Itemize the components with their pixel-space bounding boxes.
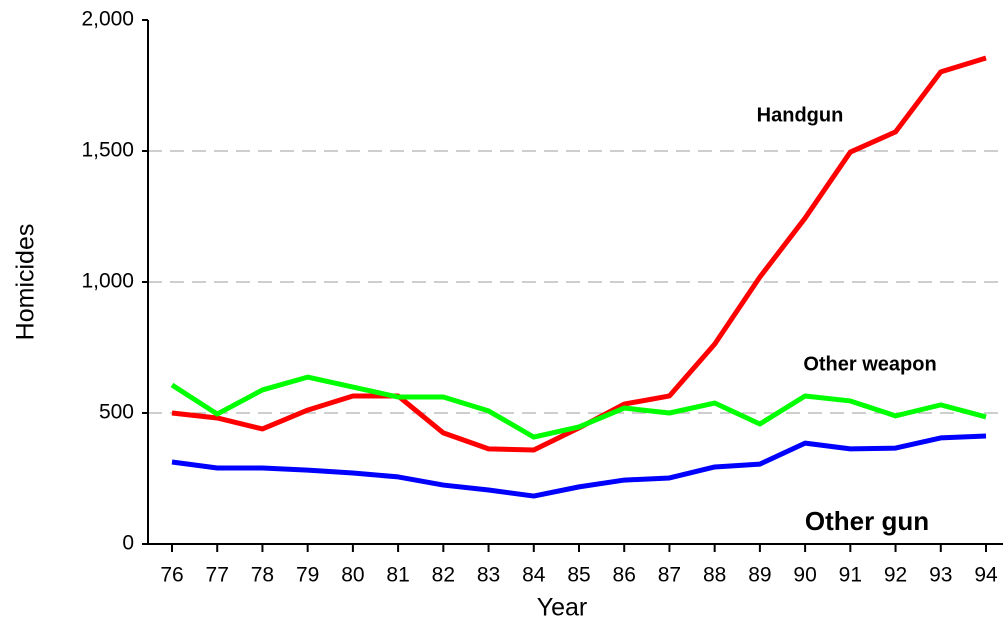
x-tick-label: 93: [929, 564, 952, 587]
y-tick-label: 1,500: [81, 139, 134, 162]
x-tick-label: 86: [613, 564, 636, 587]
y-tick-label: 1,000: [81, 270, 134, 293]
x-tick-label: 89: [748, 564, 771, 587]
x-tick-label: 78: [251, 564, 274, 587]
series-label: Handgun: [757, 104, 844, 126]
x-tick-label: 80: [341, 564, 364, 587]
x-axis-title: Year: [537, 594, 588, 622]
line-series: [171, 433, 987, 499]
x-tick-label: 94: [974, 564, 998, 587]
x-tick-label: 83: [477, 564, 500, 587]
series-label: Other weapon: [803, 353, 936, 375]
line-series: [170, 374, 987, 440]
x-tick-label: 88: [703, 564, 726, 587]
x-tick-label: 84: [522, 564, 546, 587]
x-tick-label: 76: [160, 564, 183, 587]
series-label: Other gun: [805, 506, 929, 536]
x-tick-label: 90: [793, 564, 816, 587]
x-tick-label: 85: [567, 564, 590, 587]
x-tick-label: 79: [296, 564, 319, 587]
x-tick-label: 91: [839, 564, 862, 587]
y-tick-label: 2,000: [81, 8, 134, 31]
y-tick-label: 0: [122, 532, 134, 555]
x-tick-label: 82: [432, 564, 455, 587]
y-tick-label: 500: [99, 401, 134, 424]
x-tick-label: 87: [658, 564, 681, 587]
line-series: [171, 55, 987, 453]
x-tick-label: 77: [206, 564, 229, 587]
x-tick-label: 92: [884, 564, 907, 587]
y-axis-title: Homicides: [12, 224, 40, 341]
x-tick-label: 81: [386, 564, 409, 587]
